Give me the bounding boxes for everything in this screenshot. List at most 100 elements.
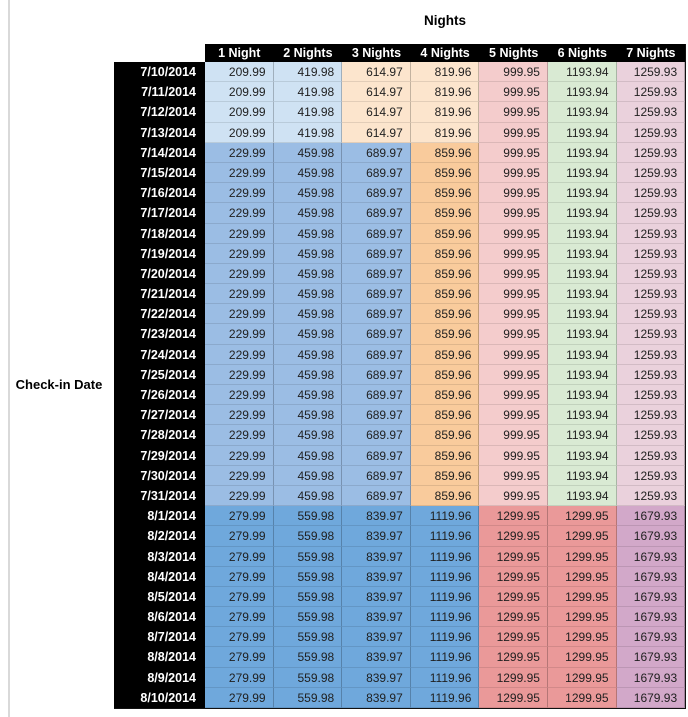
price-cell[interactable]: 229.99	[205, 364, 274, 385]
price-cell[interactable]: 559.98	[273, 687, 343, 708]
row-header-cell[interactable]: 7/12/2014	[114, 102, 205, 123]
price-cell[interactable]: 689.97	[342, 385, 411, 406]
price-cell[interactable]: 1259.93	[616, 122, 686, 143]
price-cell[interactable]: 229.99	[205, 465, 274, 486]
price-cell[interactable]: 1193.94	[547, 465, 617, 486]
price-cell[interactable]: 1259.93	[616, 62, 686, 83]
price-cell[interactable]: 279.99	[205, 667, 274, 688]
price-cell[interactable]: 689.97	[342, 203, 411, 224]
price-cell[interactable]: 1679.93	[616, 647, 686, 668]
price-cell[interactable]: 229.99	[205, 203, 274, 224]
price-cell[interactable]: 859.96	[410, 465, 480, 486]
price-cell[interactable]: 839.97	[342, 647, 411, 668]
price-cell[interactable]: 459.98	[273, 304, 343, 325]
price-cell[interactable]: 459.98	[273, 284, 343, 305]
price-cell[interactable]: 559.98	[273, 647, 343, 668]
row-header-cell[interactable]: 8/2/2014	[114, 526, 205, 547]
price-cell[interactable]: 689.97	[342, 243, 411, 264]
price-cell[interactable]: 999.95	[479, 465, 548, 486]
price-cell[interactable]: 689.97	[342, 162, 411, 184]
price-cell[interactable]: 839.97	[342, 687, 411, 708]
price-cell[interactable]: 419.98	[273, 102, 343, 123]
price-cell[interactable]: 1679.93	[616, 687, 686, 708]
price-cell[interactable]: 209.99	[205, 102, 274, 123]
price-cell[interactable]: 614.97	[342, 82, 411, 103]
price-cell[interactable]: 1193.94	[547, 304, 617, 325]
row-header-cell[interactable]: 7/18/2014	[114, 223, 205, 244]
price-cell[interactable]: 1193.94	[547, 263, 617, 285]
price-cell[interactable]: 999.95	[479, 485, 548, 507]
price-cell[interactable]: 614.97	[342, 122, 411, 143]
price-cell[interactable]: 1193.94	[547, 425, 617, 446]
row-header-cell[interactable]: 8/7/2014	[114, 627, 205, 648]
price-cell[interactable]: 229.99	[205, 183, 274, 204]
price-cell[interactable]: 614.97	[342, 102, 411, 123]
price-cell[interactable]: 859.96	[410, 203, 480, 224]
price-cell[interactable]: 999.95	[479, 263, 548, 285]
price-cell[interactable]: 1299.95	[479, 566, 548, 587]
price-cell[interactable]: 1193.94	[547, 405, 617, 426]
price-cell[interactable]: 1679.93	[616, 506, 686, 527]
price-cell[interactable]: 1259.93	[616, 465, 686, 486]
price-cell[interactable]: 209.99	[205, 82, 274, 103]
price-cell[interactable]: 559.98	[273, 667, 343, 688]
price-cell[interactable]: 999.95	[479, 385, 548, 406]
price-cell[interactable]: 229.99	[205, 405, 274, 426]
price-cell[interactable]: 1259.93	[616, 243, 686, 264]
price-cell[interactable]: 689.97	[342, 364, 411, 385]
price-cell[interactable]: 279.99	[205, 506, 274, 527]
price-cell[interactable]: 859.96	[410, 364, 480, 385]
price-cell[interactable]: 1119.96	[410, 647, 480, 668]
price-cell[interactable]: 279.99	[205, 687, 274, 708]
price-cell[interactable]: 859.96	[410, 445, 480, 466]
price-cell[interactable]: 859.96	[410, 142, 480, 163]
price-cell[interactable]: 1259.93	[616, 324, 686, 345]
price-cell[interactable]: 1299.95	[547, 566, 617, 587]
row-header-cell[interactable]: 7/15/2014	[114, 162, 205, 184]
price-cell[interactable]: 1193.94	[547, 445, 617, 466]
price-cell[interactable]: 999.95	[479, 142, 548, 163]
price-cell[interactable]: 1259.93	[616, 425, 686, 446]
price-cell[interactable]: 1259.93	[616, 263, 686, 285]
price-cell[interactable]: 859.96	[410, 284, 480, 305]
price-cell[interactable]: 1119.96	[410, 607, 480, 628]
price-cell[interactable]: 1193.94	[547, 385, 617, 406]
price-cell[interactable]: 1119.96	[410, 687, 480, 708]
price-cell[interactable]: 859.96	[410, 304, 480, 325]
price-cell[interactable]: 459.98	[273, 405, 343, 426]
row-header-cell[interactable]: 7/19/2014	[114, 243, 205, 264]
price-cell[interactable]: 1299.95	[479, 506, 548, 527]
row-header-cell[interactable]: 7/13/2014	[114, 122, 205, 143]
price-cell[interactable]: 1193.94	[547, 324, 617, 345]
price-cell[interactable]: 1119.96	[410, 667, 480, 688]
price-cell[interactable]: 819.96	[410, 82, 480, 103]
price-cell[interactable]: 1299.95	[547, 667, 617, 688]
price-cell[interactable]: 689.97	[342, 284, 411, 305]
price-cell[interactable]: 1259.93	[616, 142, 686, 163]
price-cell[interactable]: 999.95	[479, 304, 548, 325]
row-header-cell[interactable]: 7/11/2014	[114, 82, 205, 103]
price-cell[interactable]: 1259.93	[616, 223, 686, 244]
price-cell[interactable]: 1299.95	[547, 546, 617, 567]
price-cell[interactable]: 999.95	[479, 284, 548, 305]
price-cell[interactable]: 1119.96	[410, 627, 480, 648]
price-cell[interactable]: 559.98	[273, 526, 343, 547]
price-cell[interactable]: 229.99	[205, 425, 274, 446]
price-cell[interactable]: 1259.93	[616, 445, 686, 466]
price-cell[interactable]: 229.99	[205, 284, 274, 305]
price-cell[interactable]: 839.97	[342, 566, 411, 587]
price-cell[interactable]: 459.98	[273, 385, 343, 406]
price-cell[interactable]: 1299.95	[479, 586, 548, 608]
price-cell[interactable]: 229.99	[205, 445, 274, 466]
price-cell[interactable]: 999.95	[479, 364, 548, 385]
price-cell[interactable]: 999.95	[479, 405, 548, 426]
price-cell[interactable]: 1299.95	[479, 647, 548, 668]
price-cell[interactable]: 859.96	[410, 243, 480, 264]
price-cell[interactable]: 859.96	[410, 425, 480, 446]
row-header-cell[interactable]: 8/10/2014	[114, 687, 205, 708]
price-cell[interactable]: 459.98	[273, 344, 343, 365]
row-header-cell[interactable]: 7/26/2014	[114, 385, 205, 406]
price-cell[interactable]: 1259.93	[616, 405, 686, 426]
price-cell[interactable]: 839.97	[342, 607, 411, 628]
price-cell[interactable]: 1193.94	[547, 122, 617, 143]
